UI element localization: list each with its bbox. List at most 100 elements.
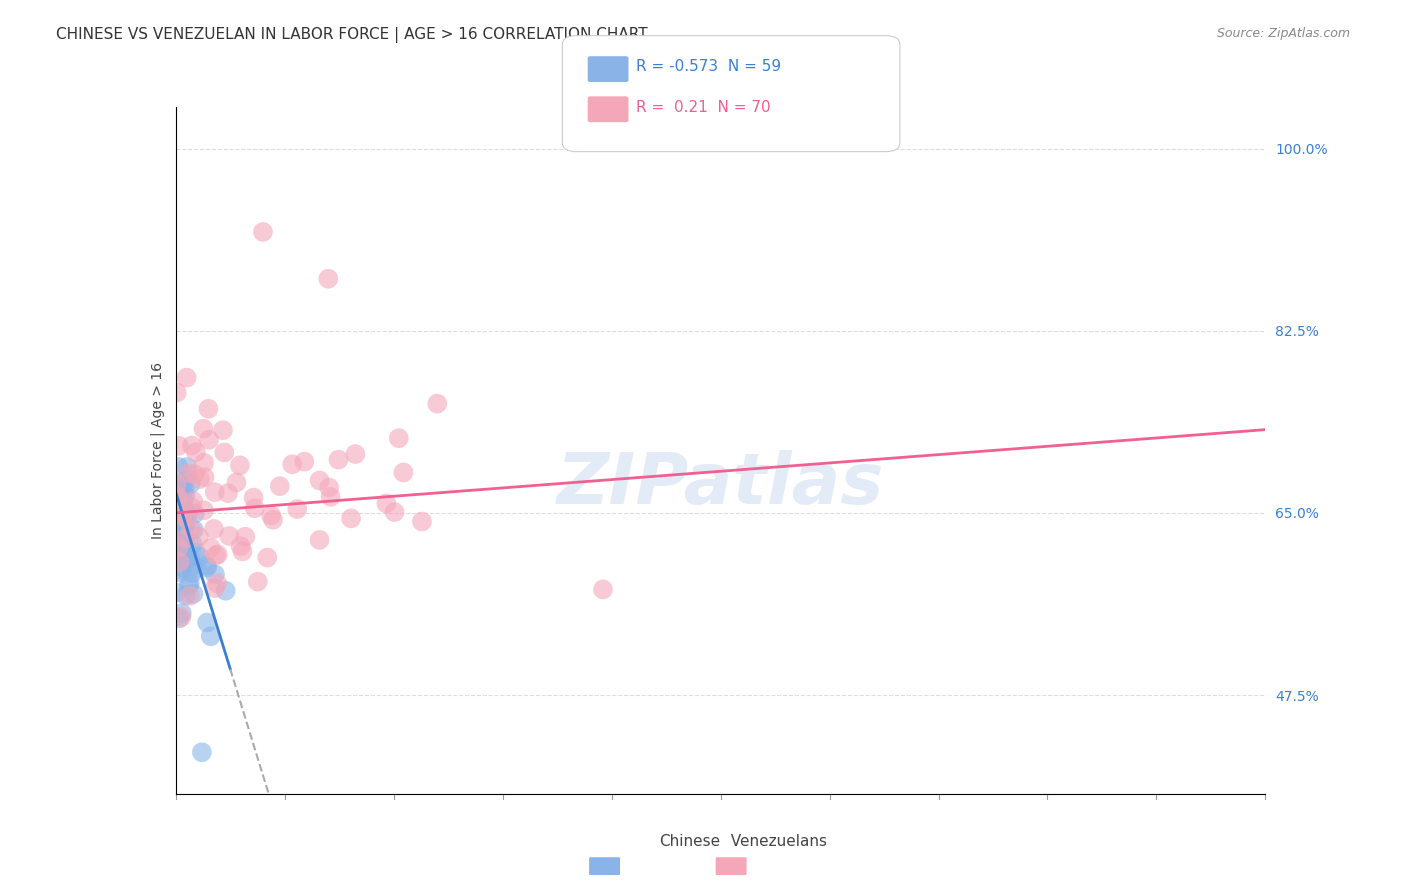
Point (166, 491, 188, 506)
Point (340, 511, 363, 525)
Point (214, 583, 236, 598)
Point (170, 539, 193, 553)
Point (217, 486, 239, 500)
Point (592, 582, 614, 597)
Point (174, 588, 197, 602)
Point (384, 505, 406, 519)
Point (174, 555, 197, 569)
Point (166, 490, 188, 504)
Point (183, 467, 205, 482)
Point (172, 534, 194, 549)
Text: R =  0.21  N = 70: R = 0.21 N = 70 (636, 100, 770, 114)
Point (172, 503, 194, 517)
Point (166, 477, 188, 491)
Point (243, 501, 266, 516)
Point (173, 481, 195, 495)
Point (172, 534, 194, 549)
Point (166, 509, 188, 524)
Point (233, 530, 256, 544)
Point (174, 532, 197, 546)
Point (388, 431, 411, 445)
Point (180, 500, 202, 515)
Point (176, 460, 198, 475)
Point (308, 533, 330, 547)
Point (426, 396, 449, 410)
Text: Venezuelans: Venezuelans (721, 834, 827, 849)
Point (411, 515, 433, 529)
Point (181, 566, 204, 580)
Point (169, 566, 191, 580)
Point (174, 489, 197, 503)
Point (198, 433, 221, 447)
Text: R = -0.573  N = 59: R = -0.573 N = 59 (636, 60, 780, 74)
Point (207, 548, 229, 562)
Point (170, 606, 193, 620)
Point (184, 445, 207, 459)
Text: CHINESE VS VENEZUELAN IN LABOR FORCE | AGE > 16 CORRELATION CHART: CHINESE VS VENEZUELAN IN LABOR FORCE | A… (56, 27, 648, 43)
Point (344, 447, 367, 461)
Point (193, 456, 215, 470)
Point (174, 472, 197, 486)
Point (172, 509, 194, 524)
Point (167, 439, 190, 453)
Point (165, 585, 187, 599)
Point (205, 549, 228, 563)
Point (188, 472, 211, 486)
Point (202, 522, 225, 536)
Point (177, 578, 200, 592)
Point (173, 541, 195, 556)
Point (180, 522, 202, 536)
Point (183, 587, 205, 601)
Point (204, 485, 226, 500)
Point (191, 745, 214, 759)
Point (246, 574, 269, 589)
Point (173, 508, 195, 522)
Point (179, 576, 201, 591)
Point (183, 523, 205, 537)
Point (173, 493, 195, 508)
Point (176, 370, 198, 384)
Point (260, 508, 283, 523)
Point (170, 610, 193, 624)
Point (195, 558, 218, 573)
Point (294, 455, 316, 469)
Point (318, 481, 340, 495)
Point (204, 567, 226, 582)
Point (375, 496, 398, 510)
Point (173, 529, 195, 543)
Y-axis label: In Labor Force | Age > 16: In Labor Force | Age > 16 (150, 362, 165, 539)
Point (166, 385, 188, 400)
Point (318, 271, 340, 285)
Point (170, 498, 193, 512)
Point (195, 560, 218, 574)
Point (205, 576, 228, 591)
Point (281, 458, 304, 472)
Point (262, 513, 284, 527)
Point (170, 560, 193, 574)
Point (193, 470, 215, 484)
Point (180, 477, 202, 491)
Point (256, 550, 278, 565)
Point (176, 511, 198, 525)
Point (193, 422, 215, 436)
Point (174, 516, 197, 531)
Point (231, 544, 253, 558)
Point (173, 553, 195, 567)
Point (169, 555, 191, 569)
Point (184, 507, 207, 521)
Point (172, 538, 194, 552)
Point (328, 452, 350, 467)
Point (181, 537, 204, 551)
Text: Chinese: Chinese (659, 834, 721, 849)
Point (187, 530, 209, 544)
Point (195, 615, 218, 630)
Point (172, 479, 194, 493)
Point (166, 511, 188, 525)
Point (229, 458, 252, 473)
Point (167, 486, 190, 500)
Point (166, 500, 188, 515)
Point (214, 445, 236, 459)
Point (170, 546, 193, 560)
Point (181, 494, 204, 508)
Point (177, 507, 200, 521)
